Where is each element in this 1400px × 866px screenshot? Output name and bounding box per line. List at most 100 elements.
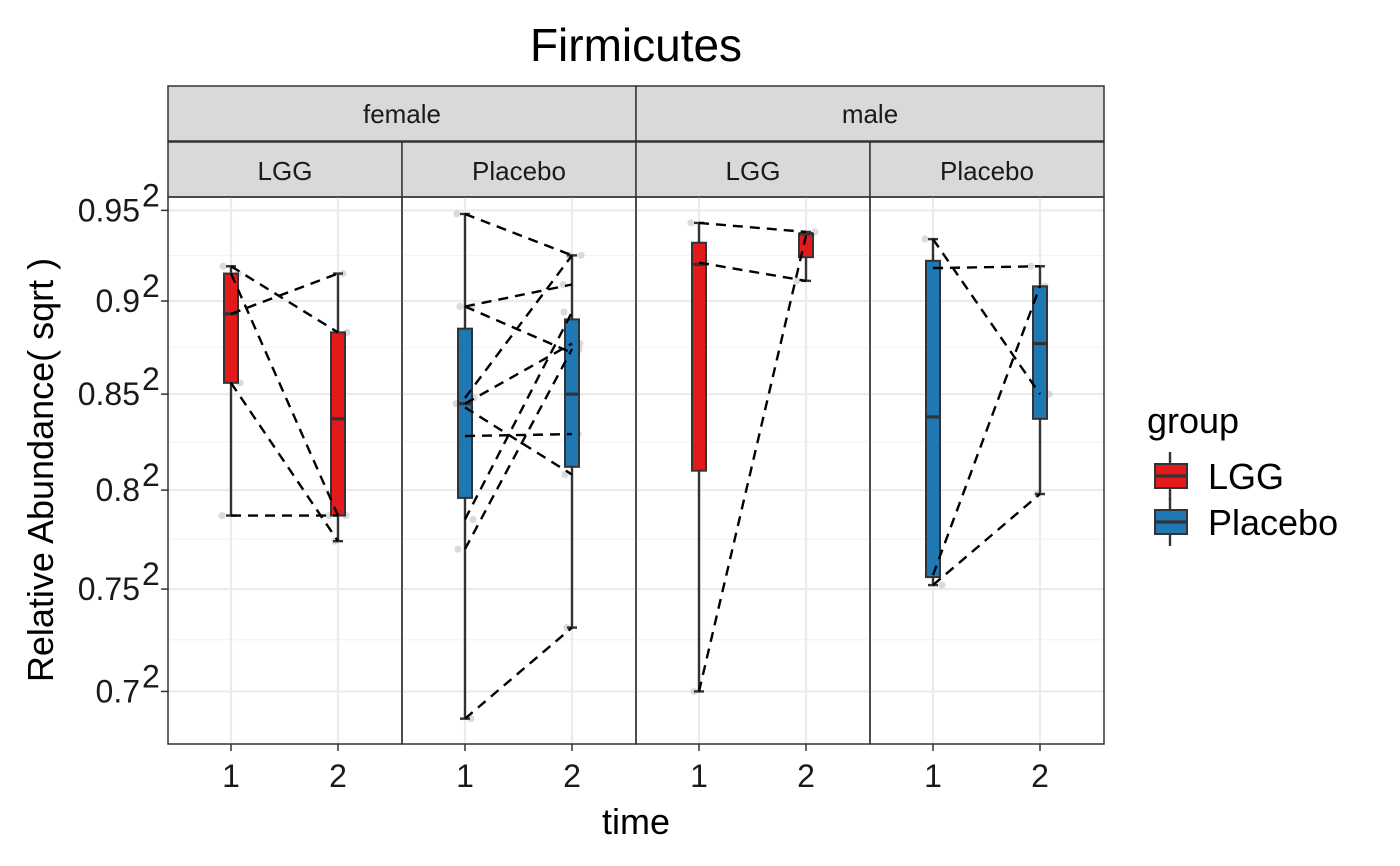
facet-label-placebo: Placebo xyxy=(940,156,1034,186)
paired-line xyxy=(464,254,573,399)
x-tick-label: 2 xyxy=(797,758,815,794)
boxplot-time-1 xyxy=(457,212,473,720)
boxplot-time-1 xyxy=(691,221,707,693)
facet-strip-male-placebo xyxy=(869,141,1105,198)
data-point xyxy=(1027,262,1035,270)
facet-label-placebo: Placebo xyxy=(472,156,566,186)
data-point xyxy=(561,470,569,479)
panel-male-lgg xyxy=(635,196,871,745)
paired-line xyxy=(931,285,1042,576)
paired-line xyxy=(698,221,807,234)
y-tick-exponent: 2 xyxy=(142,177,160,213)
x-tick-label: 2 xyxy=(1031,758,1049,794)
x-tick-label: 1 xyxy=(690,758,708,794)
legend: group LGG Placebo xyxy=(1147,400,1338,546)
data-point xyxy=(467,715,475,723)
legend-label-lgg: LGG xyxy=(1208,456,1284,497)
panel-female-placebo xyxy=(401,196,637,745)
data-point xyxy=(456,302,464,311)
box xyxy=(330,331,346,517)
facet-strip-female xyxy=(167,85,637,142)
data-point xyxy=(560,308,568,316)
box xyxy=(1032,285,1048,420)
paired-line xyxy=(230,272,339,316)
y-tick-exponent: 2 xyxy=(142,268,160,304)
y-tick-label: 0.75 xyxy=(78,571,140,607)
y-tick-label: 0.95 xyxy=(78,192,140,228)
y-tick-label: 0.8 xyxy=(96,472,140,508)
facet-label-female: female xyxy=(363,99,441,129)
y-tick-exponent: 2 xyxy=(142,556,160,592)
x-axis-title: time xyxy=(602,801,670,842)
x-tick-label: 1 xyxy=(456,758,474,794)
paired-line xyxy=(464,406,573,476)
paired-line xyxy=(464,283,573,308)
panels xyxy=(167,196,1105,745)
paired-line xyxy=(464,626,573,720)
paired-line xyxy=(463,311,574,521)
paired-line xyxy=(230,265,339,334)
facet-label-lgg: LGG xyxy=(726,156,781,186)
boxplot-time-2 xyxy=(564,254,580,629)
panel-female-lgg xyxy=(167,196,403,745)
paired-line xyxy=(464,342,573,405)
panel-border xyxy=(635,196,871,745)
y-tick-exponent: 2 xyxy=(142,457,160,493)
facet-strip-female-lgg xyxy=(167,141,403,198)
facet-label-male: male xyxy=(842,99,898,129)
data-point xyxy=(921,235,929,243)
paired-line xyxy=(464,305,573,354)
y-axis-title: Relative Abundance( sqrt ) xyxy=(20,258,61,682)
paired-line xyxy=(932,493,1041,586)
panel-border xyxy=(401,196,637,745)
data-point xyxy=(219,262,227,270)
facet-strip-male xyxy=(635,85,1105,142)
legend-title: group xyxy=(1147,400,1239,441)
chart-title: Firmicutes xyxy=(530,19,742,71)
panel-border xyxy=(167,196,403,745)
box xyxy=(457,327,473,499)
data-point xyxy=(218,511,226,520)
y-tick-label: 0.85 xyxy=(78,376,140,412)
paired-line xyxy=(463,348,574,550)
paired-line xyxy=(698,261,807,283)
data-point xyxy=(469,515,477,524)
y-axis: 0.7 20.75 20.8 20.85 20.9 20.95 2 xyxy=(78,177,168,709)
facet-label-lgg: LGG xyxy=(258,156,313,186)
paired-line xyxy=(932,238,1041,395)
boxplot-time-1 xyxy=(223,265,239,517)
legend-item-placebo: Placebo xyxy=(1154,498,1338,546)
panel-male-placebo xyxy=(869,196,1105,745)
paired-line xyxy=(697,235,808,692)
paired-line xyxy=(464,212,573,257)
paired-line xyxy=(932,265,1041,270)
boxplot-time-2 xyxy=(330,272,346,543)
data-point xyxy=(559,280,567,289)
data-point xyxy=(938,581,946,589)
box xyxy=(925,259,941,579)
data-point xyxy=(687,219,695,227)
data-point xyxy=(793,277,801,285)
y-tick-exponent: 2 xyxy=(142,361,160,397)
boxplot-time-1 xyxy=(925,237,941,587)
y-tick-label: 0.7 xyxy=(96,673,140,709)
y-tick-exponent: 2 xyxy=(142,658,160,694)
y-tick-label: 0.9 xyxy=(96,283,140,319)
box xyxy=(223,272,239,384)
box xyxy=(691,241,707,472)
x-axis: 1 2 1 2 1 2 1 2 xyxy=(222,744,1049,794)
facet-strips: female male LGG Placebo LGG Placebo xyxy=(167,85,1105,198)
x-tick-label: 1 xyxy=(222,758,240,794)
panel-border xyxy=(869,196,1105,745)
paired-line xyxy=(230,382,339,542)
x-tick-label: 2 xyxy=(563,758,581,794)
x-tick-label: 2 xyxy=(329,758,347,794)
data-point xyxy=(454,545,462,553)
legend-item-lgg: LGG xyxy=(1154,452,1284,500)
legend-label-placebo: Placebo xyxy=(1208,502,1338,543)
data-point xyxy=(577,251,585,259)
data-point xyxy=(453,210,461,218)
paired-line xyxy=(464,432,573,438)
x-tick-label: 1 xyxy=(924,758,942,794)
